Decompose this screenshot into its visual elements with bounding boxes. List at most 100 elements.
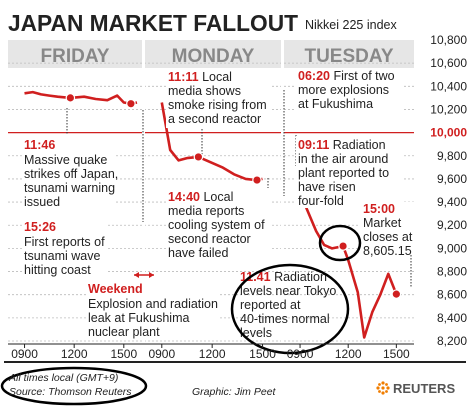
reuters-wordmark: REUTERS <box>393 381 455 396</box>
annotation-line: levels <box>240 326 272 340</box>
highlight-circle-footer-note <box>0 366 148 406</box>
annotation-bg <box>166 188 270 260</box>
annotation-1526: 15:26 First reports of tsunami wave hitt… <box>22 218 108 277</box>
event-marker <box>65 93 76 103</box>
x-tick-label: 0900 <box>11 347 38 361</box>
annotation-time: 11.41 Radiation <box>240 270 327 284</box>
series-layer <box>24 90 398 339</box>
annotation-line: 40-times normal <box>240 312 330 326</box>
footer-graphic: Graphic: Jim Peet <box>192 386 277 398</box>
annotation-line: Explosion and radiation <box>88 297 218 311</box>
annotation-line: reported at <box>240 298 301 312</box>
weekend-arrow-head-left <box>134 272 139 278</box>
annotation-line: nuclear plant <box>88 325 160 339</box>
y-tick-label: 9,200 <box>437 218 467 232</box>
x-tick-label: 1200 <box>61 347 88 361</box>
annotation-line: Massive quake <box>24 153 107 167</box>
y-tick-label: 10,800 <box>430 33 467 47</box>
annotation-time: 09:11 Radiation <box>298 138 386 152</box>
annotation-line: media shows <box>168 84 241 98</box>
y-tick-label: 9,600 <box>437 172 467 186</box>
series-line-day-1 <box>160 102 263 182</box>
annotation-line: closes at <box>363 230 413 244</box>
annotation-time: 14:40 Local <box>168 190 233 204</box>
day-label-monday: MONDAY <box>172 46 255 67</box>
annotation-line: tsunami wave <box>24 249 100 263</box>
annotation-line: issued <box>24 195 60 209</box>
weekend-arrow-head-right <box>149 272 154 278</box>
y-tick-label: 9,800 <box>437 149 467 163</box>
event-marker <box>391 289 402 299</box>
event-marker <box>338 241 348 251</box>
reuters-logo: REUTERS <box>376 381 455 396</box>
series-line-day-0 <box>24 90 138 105</box>
grid-lines <box>8 62 414 342</box>
chart-title: JAPAN MARKET FALLOUT <box>8 10 298 36</box>
y-tick-label: 8,600 <box>437 288 467 302</box>
annotation-line: have risen <box>298 180 356 194</box>
annotation-line: more explosions <box>298 83 389 97</box>
annotation-1141: 11.41 Radiation levels near Tokyo report… <box>240 270 336 340</box>
event-marker <box>126 98 136 109</box>
event-marker <box>252 175 262 185</box>
annotation-time: 11:11 Local <box>168 70 232 84</box>
annotation-line: four-fold <box>298 194 344 208</box>
y-axis: 8,200 8,400 8,600 8,800 9,000 9,200 9,400 9,600… <box>430 33 467 348</box>
day-band-friday <box>8 40 142 68</box>
annotation-line: First reports of <box>24 235 105 249</box>
footer-note: All times local (GMT+9) <box>8 372 118 384</box>
x-tick-label: 0900 <box>148 347 175 361</box>
annotations: 11:46 Massive quake strikes off Japan, t… <box>22 68 416 340</box>
x-tick-label: 1500 <box>249 347 276 361</box>
annotation-bg <box>22 134 114 206</box>
annotation-weekend: Weekend Explosion and radiation leak at … <box>86 280 218 339</box>
annotation-bg <box>166 70 270 128</box>
highlight-circle-market-point <box>318 224 362 262</box>
annotation-time: Weekend <box>88 282 143 296</box>
annotation-bg <box>86 280 218 336</box>
y-tick-label: 10,200 <box>430 102 467 116</box>
y-tick-label: 10,400 <box>430 79 467 93</box>
marker-layer <box>65 93 402 299</box>
annotation-0911: 09:11 Radiation in the air around plant … <box>296 136 404 208</box>
annotation-line: media reports <box>168 204 244 218</box>
annotation-time: 15:26 <box>24 220 56 234</box>
annotation-time: 15:00 <box>363 202 395 216</box>
annotation-1146: 11:46 Massive quake strikes off Japan, t… <box>22 134 118 209</box>
annotation-line: in the air around <box>298 152 388 166</box>
annotation-0620: 06:20 First of two more explosions at Fu… <box>296 68 402 114</box>
x-tick-label: 0900 <box>287 347 314 361</box>
x-axis: 0900 1200 1500 0900 1200 1500 0900 1200 1500 <box>11 344 410 361</box>
x-tick-label: 1200 <box>335 347 362 361</box>
y-tick-label: 10,600 <box>430 56 467 70</box>
highlight-circle-radiation-note <box>230 263 350 355</box>
y-tick-label: 8,800 <box>437 265 467 279</box>
annotation-line: cooling system of <box>168 218 265 232</box>
annotation-line: have failed <box>168 246 229 260</box>
annotation-line: smoke rising from <box>168 98 267 112</box>
y-tick-label: 8,200 <box>437 334 467 348</box>
x-tick-label: 1500 <box>110 347 137 361</box>
y-tick-label: 9,000 <box>437 241 467 255</box>
footer-source: Source: Thomson Reuters <box>9 386 132 398</box>
connector-lines <box>66 90 412 288</box>
reuters-dots-icon <box>376 381 390 395</box>
annotation-line: 8,605.15 <box>363 244 412 258</box>
annotation-bg <box>360 202 416 254</box>
annotation-line: leak at Fukushima <box>88 311 189 325</box>
annotation-line: second reactor <box>168 232 251 246</box>
event-marker <box>193 152 204 162</box>
annotation-line: strikes off Japan, <box>24 167 118 181</box>
chart-subtitle: Nikkei 225 index <box>305 18 397 32</box>
annotation-line: at Fukushima <box>298 97 373 111</box>
annotation-bg <box>296 136 404 208</box>
day-label-friday: FRIDAY <box>41 46 110 67</box>
annotation-line: levels near Tokyo <box>240 284 336 298</box>
annotation-1111: 11:11 Local media shows smoke rising fro… <box>166 70 270 128</box>
y-tick-label: 9,400 <box>437 195 467 209</box>
annotation-line: tsunami warning <box>24 181 115 195</box>
annotation-line: plant reported to <box>298 166 389 180</box>
annotation-1440: 14:40 Local media reports cooling system… <box>166 188 270 260</box>
annotation-bg <box>22 218 108 274</box>
